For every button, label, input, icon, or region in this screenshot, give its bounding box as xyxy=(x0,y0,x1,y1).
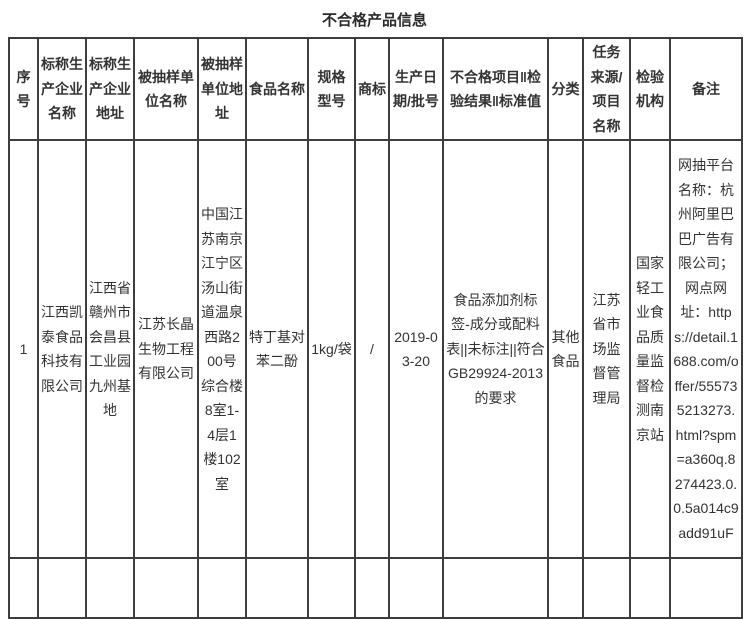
cell-empty xyxy=(669,557,743,619)
col-header-food-name: 食品名称 xyxy=(245,37,309,141)
col-header-brand: 商标 xyxy=(354,37,390,141)
col-header-spec-model: 规格型号 xyxy=(307,37,356,141)
col-header-category: 分类 xyxy=(547,37,584,141)
cell-brand: / xyxy=(354,139,390,559)
col-header-producer-address: 标称生产企业地址 xyxy=(85,37,135,141)
cell-category: 其他食品 xyxy=(547,139,584,559)
col-header-index: 序号 xyxy=(8,37,39,141)
cell-empty xyxy=(582,557,631,619)
cell-empty xyxy=(354,557,390,619)
cell-remarks: 网抽平台名称：杭州阿里巴巴广告有限公司；网点网址：https://detail.… xyxy=(669,139,743,559)
unqualified-products-table: 序号 标称生产企业名称 标称生产企业地址 被抽样单位名称 被抽样单位地址 食品名… xyxy=(8,37,743,619)
cell-failed-item-result-standard: 食品添加剂标签-成分或配料表||未标注||符合GB29924-2013的要求 xyxy=(442,139,549,559)
cell-food-name: 特丁基对苯二酚 xyxy=(245,139,309,559)
cell-empty xyxy=(133,557,199,619)
col-header-remarks: 备注 xyxy=(669,37,743,141)
cell-empty xyxy=(629,557,671,619)
col-header-sampled-unit-name: 被抽样单位名称 xyxy=(133,37,199,141)
table-header-row: 序号 标称生产企业名称 标称生产企业地址 被抽样单位名称 被抽样单位地址 食品名… xyxy=(8,37,743,141)
table-row: 1 江西凯泰食品科技有限公司 江西省赣州市会昌县工业园九州基地 江苏长晶生物工程… xyxy=(8,139,743,559)
col-header-production-date: 生产日期/批号 xyxy=(388,37,444,141)
col-header-failed-item-result-standard: 不合格项目‖检验结果‖标准值 xyxy=(442,37,549,141)
col-header-task-source: 任务来源/项目名称 xyxy=(582,37,631,141)
cell-empty xyxy=(388,557,444,619)
cell-producer-address: 江西省赣州市会昌县工业园九州基地 xyxy=(85,139,135,559)
cell-inspection-agency: 国家轻工业食品质量监督检测南京站 xyxy=(629,139,671,559)
cell-empty xyxy=(85,557,135,619)
cell-task-source: 江苏省市场监督管理局 xyxy=(582,139,631,559)
cell-index: 1 xyxy=(8,139,39,559)
page-title: 不合格产品信息 xyxy=(321,12,427,29)
cell-sampled-unit-address: 中国江苏南京江宁区汤山街道温泉西路200号综合楼8室1-4层1楼102室 xyxy=(197,139,247,559)
cell-sampled-unit-name: 江苏长晶生物工程有限公司 xyxy=(133,139,199,559)
cell-empty xyxy=(8,557,39,619)
cell-spec-model: 1kg/袋 xyxy=(307,139,356,559)
col-header-inspection-agency: 检验机构 xyxy=(629,37,671,141)
cell-production-date: 2019-03-20 xyxy=(388,139,444,559)
cell-producer-name: 江西凯泰食品科技有限公司 xyxy=(37,139,87,559)
cell-empty xyxy=(197,557,247,619)
cell-empty xyxy=(547,557,584,619)
cell-empty xyxy=(442,557,549,619)
cell-empty xyxy=(307,557,356,619)
col-header-producer-name: 标称生产企业名称 xyxy=(37,37,87,141)
cell-empty xyxy=(245,557,309,619)
cell-empty xyxy=(37,557,87,619)
table-row-partial xyxy=(8,557,743,619)
col-header-sampled-unit-address: 被抽样单位地址 xyxy=(197,37,247,141)
